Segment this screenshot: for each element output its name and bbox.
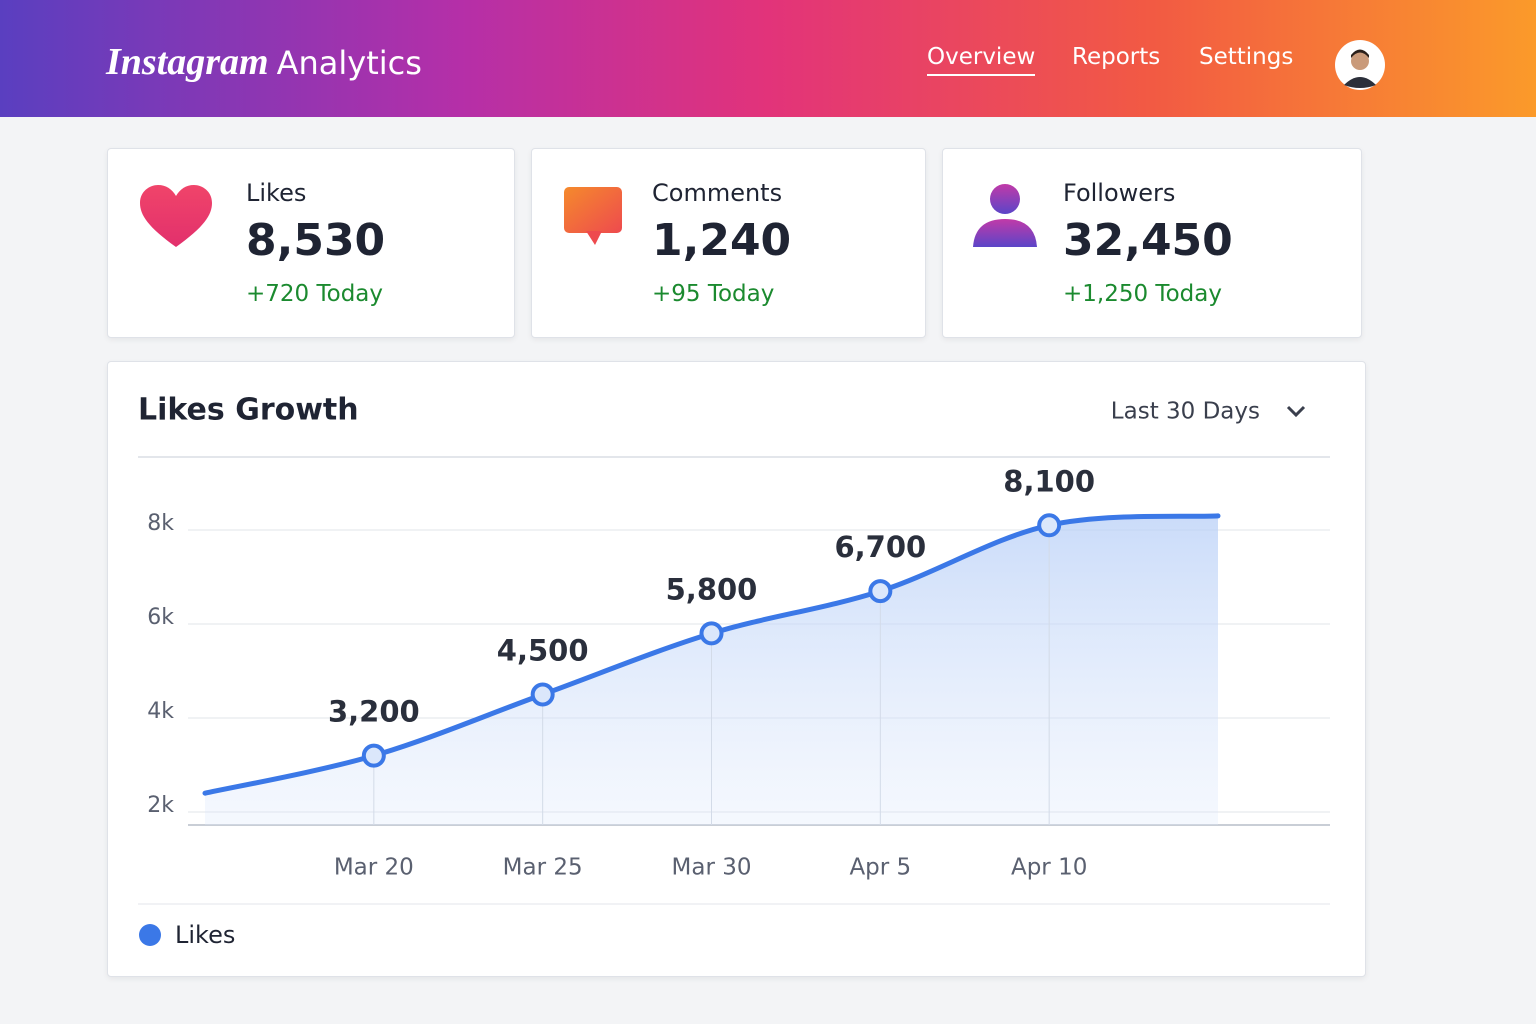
dropdown-arrow[interactable] bbox=[1286, 405, 1306, 418]
value-label: 4,500 bbox=[497, 634, 589, 668]
logo-script: Instagram bbox=[106, 41, 269, 83]
x-tick-label: Mar 30 bbox=[672, 855, 752, 881]
x-tick-label: Apr 5 bbox=[849, 855, 911, 881]
value-label: 3,200 bbox=[328, 695, 420, 729]
card-value: 32,450 bbox=[1063, 215, 1233, 266]
point bbox=[868, 579, 893, 604]
comment-icon bbox=[564, 187, 622, 245]
logo-text: Analytics bbox=[276, 44, 422, 82]
y-tick-label: 6k bbox=[147, 605, 174, 630]
card-change: +95 Today bbox=[652, 281, 775, 307]
stat-card: Followers 32,450 +1,250 Today bbox=[942, 148, 1362, 338]
card-change: +720 Today bbox=[246, 281, 384, 307]
card-change: +1,250 Today bbox=[1063, 281, 1222, 307]
card-value: 1,240 bbox=[652, 215, 792, 266]
point bbox=[530, 682, 555, 707]
nav-link[interactable]: Settings bbox=[1199, 44, 1294, 70]
stat-card: Comments 1,240 +95 Today bbox=[531, 148, 926, 338]
x-tick-label: Mar 25 bbox=[503, 855, 583, 881]
y-tick-label: 4k bbox=[147, 699, 174, 724]
point bbox=[361, 743, 386, 768]
point bbox=[1037, 513, 1062, 538]
nav-link[interactable]: Overview bbox=[927, 44, 1036, 76]
chart-title: Likes Growth bbox=[138, 393, 359, 428]
point bbox=[699, 621, 724, 646]
stat-card: Likes 8,530 +720 Today bbox=[107, 148, 515, 338]
card-label: Comments bbox=[652, 179, 783, 207]
y-tick-label: 2k bbox=[147, 793, 174, 818]
legend-label: Likes bbox=[175, 921, 235, 949]
nav-link[interactable]: Reports bbox=[1072, 44, 1161, 70]
card-label: Likes bbox=[246, 179, 307, 207]
value-label: 8,100 bbox=[1003, 464, 1095, 498]
value-label: 5,800 bbox=[666, 572, 758, 606]
card-value: 8,530 bbox=[246, 215, 386, 266]
person-icon bbox=[973, 184, 1037, 247]
y-tick-label: 8k bbox=[147, 511, 174, 536]
range-selector[interactable]: Last 30 Days bbox=[1111, 399, 1260, 425]
legend-swatch bbox=[139, 924, 161, 946]
avatar[interactable] bbox=[1334, 39, 1386, 91]
logo[interactable]: Instagram Analytics bbox=[106, 40, 422, 84]
header: Instagram Analytics Overview Reports Sett… bbox=[0, 0, 1536, 117]
card-label: Followers bbox=[1063, 179, 1176, 207]
x-tick-label: Mar 20 bbox=[334, 855, 414, 881]
x-tick-label: Apr 10 bbox=[1011, 855, 1087, 881]
value-label: 6,700 bbox=[834, 530, 926, 564]
heart-icon bbox=[140, 185, 212, 247]
